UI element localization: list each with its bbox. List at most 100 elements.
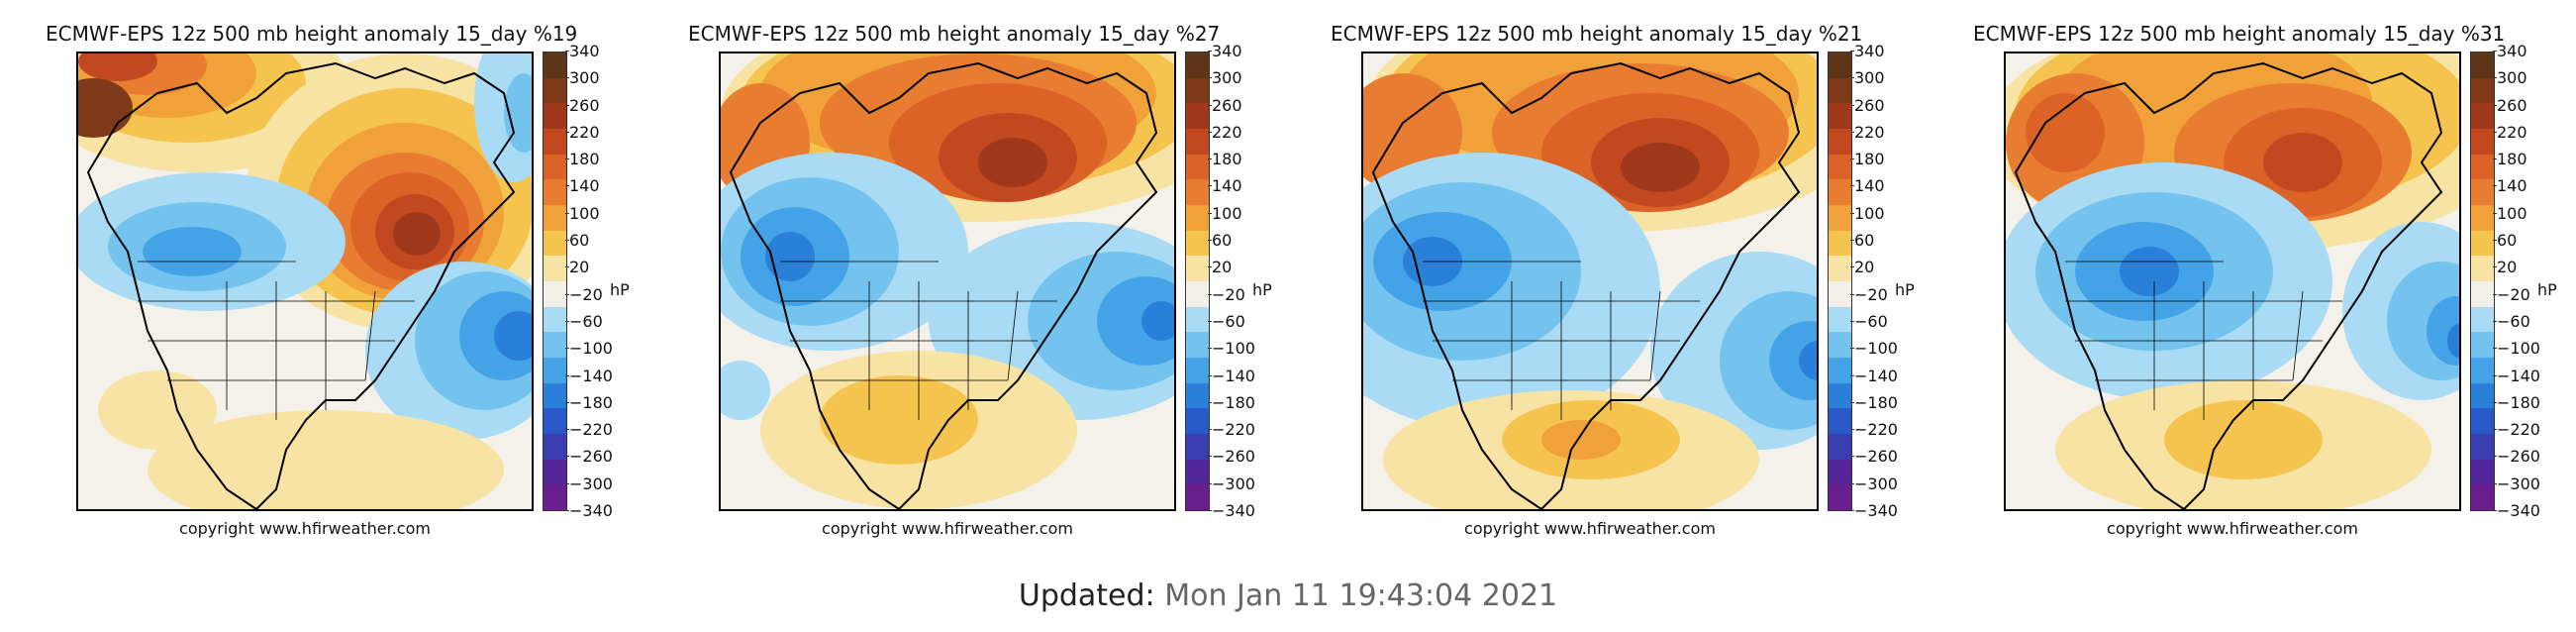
- colorbar-tick-label: 100: [1208, 203, 1242, 223]
- colorbar-tick-label: 300: [2493, 68, 2527, 88]
- colorbar-tick-label: 20: [1207, 258, 1233, 277]
- anomaly-contour: [143, 227, 242, 276]
- state-boundary: [1007, 290, 1019, 381]
- anomaly-contour: [978, 138, 1047, 187]
- anomaly-contour: [2026, 93, 2105, 172]
- colorbar-tick-label: 260: [565, 95, 600, 115]
- colorbar-band: [1829, 459, 1851, 485]
- colorbar-band: [2471, 357, 2494, 383]
- anomaly-contour: [98, 370, 217, 450]
- colorbar-band: [544, 179, 566, 205]
- colorbar-tick-label: 140: [2493, 176, 2527, 196]
- colorbar-band: [544, 230, 566, 257]
- colorbar-tick-label: 20: [2492, 258, 2518, 277]
- colorbar-tick-label: −60: [565, 311, 603, 331]
- anomaly-contour: [765, 232, 815, 281]
- colorbar-band: [1186, 357, 1209, 383]
- updated-timestamp: Updated: Mon Jan 11 19:43:04 2021: [0, 579, 2576, 613]
- anomaly-contour: [820, 375, 978, 465]
- colorbar-tick-label: −140: [1850, 366, 1898, 385]
- colorbar-tick-label: 220: [1208, 122, 1242, 142]
- colorbar-tick-label: −60: [1850, 311, 1888, 331]
- colorbar-band: [1829, 204, 1851, 231]
- colorbar-tick-label: −140: [1208, 366, 1255, 385]
- colorbar-band: [1186, 306, 1209, 333]
- colorbar-tick-label: −220: [1208, 420, 1255, 440]
- colorbar-band: [544, 332, 566, 358]
- colorbar-band: [544, 128, 566, 155]
- anomaly-contour: [2447, 323, 2459, 359]
- anomaly-contour: [148, 410, 504, 509]
- colorbar-band: [544, 484, 566, 510]
- state-boundary: [364, 290, 376, 381]
- colorbar-band: [1829, 382, 1851, 409]
- colorbar-band: [1186, 408, 1209, 434]
- colorbar-tick-label: −300: [2493, 474, 2540, 493]
- units-label: hP: [1895, 280, 1915, 299]
- colorbar-band: [2471, 204, 2494, 231]
- units-label: hP: [610, 280, 630, 299]
- colorbar-band: [544, 408, 566, 434]
- copyright-text: copyright www.hfirweather.com: [1464, 519, 1716, 538]
- colorbar-band: [1829, 433, 1851, 460]
- colorbar-band: [1186, 154, 1209, 180]
- colorbar-band: [2471, 154, 2494, 180]
- colorbar-band: [1186, 179, 1209, 205]
- colorbar-band: [1186, 128, 1209, 155]
- colorbar-tick-label: 140: [1850, 176, 1885, 196]
- anomaly-contour: [78, 53, 157, 81]
- colorbar-band: [2471, 103, 2494, 129]
- colorbar-band: [1829, 77, 1851, 104]
- colorbar-tick-label: −260: [1208, 447, 1255, 467]
- updated-value: Mon Jan 11 19:43:04 2021: [1164, 579, 1558, 613]
- colorbar-tick-label: 220: [1850, 122, 1885, 142]
- colorbar: [2470, 52, 2495, 511]
- colorbar-band: [1829, 53, 1851, 78]
- colorbar-tick-label: 20: [564, 258, 590, 277]
- colorbar-tick-label: −260: [565, 447, 613, 467]
- anomaly-contour: [721, 361, 770, 420]
- colorbar-band: [1829, 332, 1851, 358]
- anomaly-contour: [494, 311, 532, 361]
- colorbar-band: [2471, 484, 2494, 510]
- colorbar-band: [544, 306, 566, 333]
- colorbar-band: [2471, 280, 2494, 307]
- colorbar-band: [544, 256, 566, 281]
- colorbar-band: [1186, 484, 1209, 510]
- colorbar-tick-label: 300: [1850, 68, 1885, 88]
- copyright-text: copyright www.hfirweather.com: [822, 519, 1073, 538]
- coastline: [1371, 61, 1801, 509]
- map-svg: [2006, 53, 2459, 509]
- colorbar-band: [1829, 256, 1851, 281]
- colorbar-tick-label: −20: [565, 284, 603, 304]
- map-svg: [721, 53, 1174, 509]
- colorbar-band: [2471, 128, 2494, 155]
- anomaly-map: [1361, 52, 1819, 511]
- colorbar-tick-label: 340: [1850, 42, 1885, 60]
- colorbar-tick-label: 300: [565, 68, 600, 88]
- colorbar-band: [1829, 484, 1851, 510]
- map-panel: ECMWF-EPS 12z 500 mb height anomaly 15_d…: [0, 0, 634, 555]
- colorbar-tick-label: −100: [565, 339, 613, 359]
- colorbar-tick-label: 100: [2493, 203, 2527, 223]
- colorbar-tick-label: 180: [2493, 150, 2527, 169]
- anomaly-contour: [2120, 247, 2179, 296]
- map-panel: ECMWF-EPS 12z 500 mb height anomaly 15_d…: [1285, 0, 1919, 555]
- colorbar-tick-label: 260: [1208, 95, 1242, 115]
- colorbar-band: [1829, 154, 1851, 180]
- colorbar-band: [544, 77, 566, 104]
- panel-title: ECMWF-EPS 12z 500 mb height anomaly 15_d…: [688, 22, 1221, 46]
- colorbar-band: [1186, 230, 1209, 257]
- colorbar-tick-label: −220: [1850, 420, 1898, 440]
- colorbar-band: [2471, 179, 2494, 205]
- anomaly-contour: [2164, 400, 2323, 479]
- colorbar-band: [1186, 53, 1209, 78]
- copyright-text: copyright www.hfirweather.com: [2107, 519, 2358, 538]
- colorbar-band: [1186, 332, 1209, 358]
- colorbar-tick-label: 180: [565, 150, 600, 169]
- colorbar-tick-label: −260: [1850, 447, 1898, 467]
- colorbar: [1185, 52, 1210, 511]
- state-boundary: [2292, 290, 2304, 381]
- colorbar-tick-label: 20: [1849, 258, 1875, 277]
- anomaly-map: [76, 52, 534, 511]
